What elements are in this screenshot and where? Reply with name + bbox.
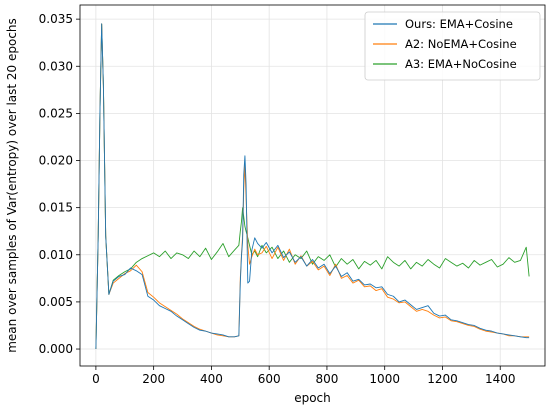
y-tick-label: 0.025 <box>39 106 73 120</box>
series-line-1 <box>95 23 530 350</box>
x-tick-label: 200 <box>142 372 165 386</box>
legend-label-2: A3: EMA+NoCosine <box>405 57 517 71</box>
y-tick-label: 0.035 <box>39 12 73 26</box>
legend-label-0: Ours: EMA+Cosine <box>405 17 513 31</box>
x-tick-label: 400 <box>200 372 223 386</box>
y-tick-label: 0.015 <box>39 201 73 215</box>
x-tick-label: 1000 <box>369 372 400 386</box>
x-tick-label: 600 <box>258 372 281 386</box>
x-tick-label: 1200 <box>427 372 458 386</box>
y-tick-label: 0.030 <box>39 59 73 73</box>
plot-frame <box>79 4 546 367</box>
x-axis-label: epoch <box>294 391 331 405</box>
legend-box <box>364 11 541 81</box>
y-axis-label: mean over samples of Var(entropy) over l… <box>5 18 19 353</box>
ticks: 0 200 400 600 800 1000 1200 1400 0.000 0.005 0.010… <box>39 12 516 386</box>
x-tick-label: 800 <box>315 372 338 386</box>
legend: Ours: EMA+Cosine A2: NoEMA+Cosine A3: EMA+… <box>364 11 541 81</box>
y-tick-label: 0.010 <box>39 248 73 262</box>
x-tick-label: 0 <box>92 372 100 386</box>
series-line-2 <box>95 23 530 350</box>
series-line-0 <box>95 23 530 350</box>
x-tick-label: 1400 <box>485 372 516 386</box>
y-tick-label: 0.000 <box>39 342 73 356</box>
series-layer <box>95 23 530 350</box>
legend-label-1: A2: NoEMA+Cosine <box>405 37 517 51</box>
y-tick-label: 0.005 <box>39 295 73 309</box>
y-tick-label: 0.020 <box>39 154 73 168</box>
